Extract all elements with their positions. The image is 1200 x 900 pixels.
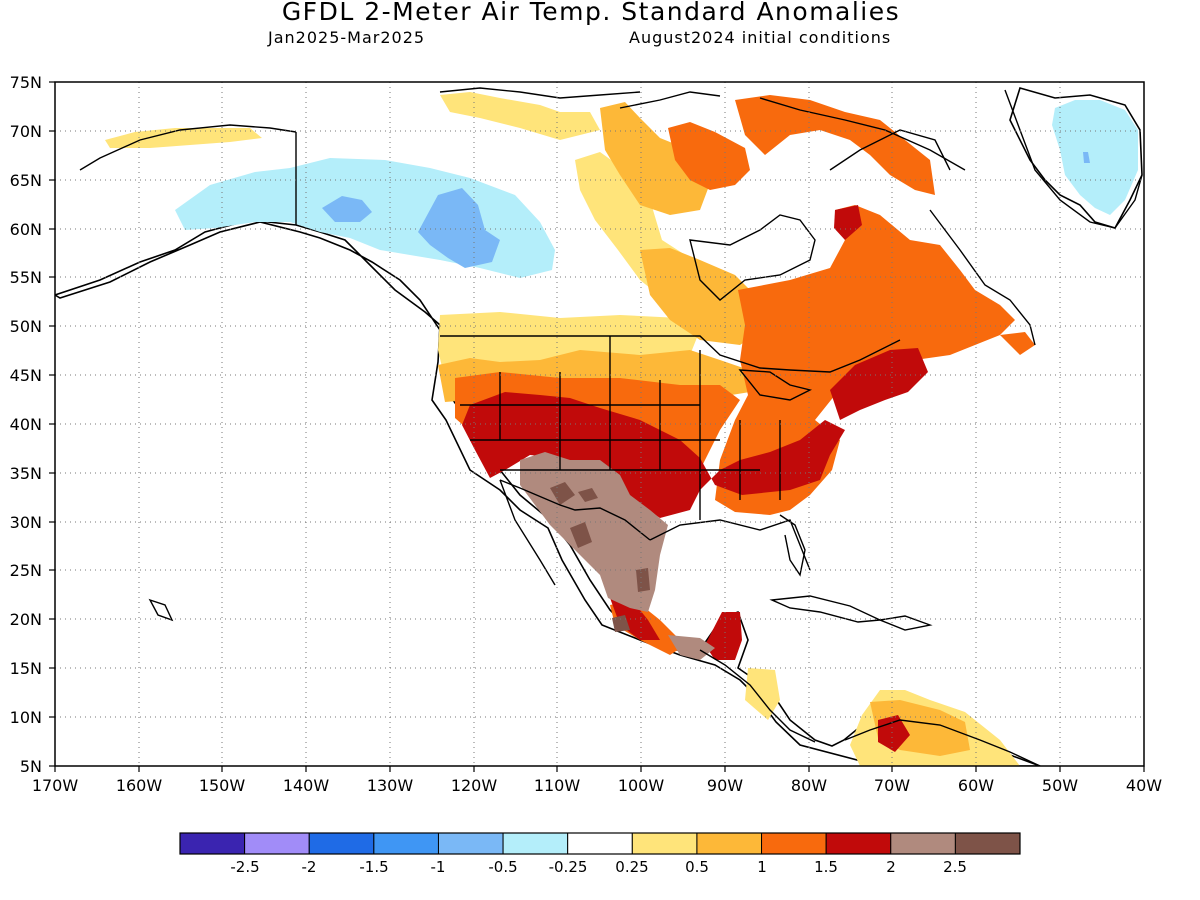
- arctic-islands-1: [439, 87, 641, 99]
- lon-label: 110W: [534, 776, 581, 795]
- legend-label: -2: [302, 858, 317, 876]
- legend-swatch: [308, 832, 375, 855]
- lon-label: 50W: [1042, 776, 1078, 795]
- lon-labels: 170W 160W 150W 140W 130W 120W 110W 100W …: [32, 776, 1162, 795]
- legend-label: 1: [757, 858, 767, 876]
- florida: [779, 514, 806, 577]
- legend-label: -1: [431, 858, 446, 876]
- lon-label: 140W: [283, 776, 330, 795]
- hispaniola: [877, 615, 933, 631]
- greenland-coast: [1004, 89, 1143, 229]
- map-title: GFDL 2-Meter Air Temp. Standard Anomalie…: [281, 0, 901, 26]
- hawaii-1: [148, 598, 174, 622]
- legend-swatch: [631, 832, 698, 855]
- lon-label: 170W: [32, 776, 79, 795]
- cuba: [769, 595, 883, 623]
- legend-swatch: [890, 832, 956, 855]
- lat-label: 45N: [10, 366, 42, 385]
- lat-label: 5N: [20, 757, 42, 776]
- lat-label: 30N: [10, 513, 42, 532]
- legend-label: -2.5: [230, 858, 259, 876]
- lat-label: 40N: [10, 415, 42, 434]
- initial-conditions: August2024 initial conditions: [629, 28, 892, 47]
- us-states-grid: [460, 336, 781, 520]
- lat-label: 75N: [10, 73, 42, 92]
- lat-labels: 75N 70N 65N 60N 55N 50N 45N 40N 35N 30N …: [10, 73, 42, 776]
- us-canada-border: [440, 335, 901, 373]
- boundaries-layer: [79, 87, 1143, 766]
- arctic-islands-3: [759, 97, 966, 171]
- legend-colorbar: [179, 832, 1021, 855]
- lat-label: 25N: [10, 561, 42, 580]
- warm-anomaly-layer: [105, 92, 1035, 766]
- gulf-coast: [649, 519, 811, 571]
- legend-label: 2: [886, 858, 896, 876]
- map-canvas: [55, 82, 1144, 766]
- arctic-islands-2: [619, 91, 721, 109]
- lon-label: 150W: [199, 776, 246, 795]
- lon-label: 120W: [451, 776, 498, 795]
- lat-label: 50N: [10, 317, 42, 336]
- baffin-bay: [829, 129, 951, 171]
- legend-label: 0.5: [685, 858, 709, 876]
- legend-swatch: [437, 832, 504, 855]
- cold-anomaly-layer: [175, 100, 1138, 278]
- hudson-bay-coast: [689, 214, 816, 301]
- legend-swatch: [696, 832, 763, 855]
- legend-frame: [179, 832, 1021, 855]
- legend-swatch: [373, 832, 439, 855]
- labrador: [929, 209, 1036, 346]
- lat-label: 55N: [10, 268, 42, 287]
- lat-label: 15N: [10, 659, 42, 678]
- legend-labels: -2.5 -2 -1.5 -1 -0.5 -0.25 0.25 0.5 1 1.…: [230, 858, 967, 876]
- legend-label: 2.5: [943, 858, 967, 876]
- legend-swatch: [954, 832, 1021, 855]
- lat-label: 70N: [10, 122, 42, 141]
- legend-label: -0.25: [549, 858, 588, 876]
- lat-label: 20N: [10, 610, 42, 629]
- alaska-north-coast: [79, 124, 297, 171]
- legend-swatch: [567, 832, 633, 855]
- lon-label: 60W: [958, 776, 994, 795]
- lat-label: 65N: [10, 171, 42, 190]
- graticule: [55, 82, 1144, 766]
- legend-swatch: [502, 832, 569, 855]
- lon-label: 160W: [116, 776, 163, 795]
- legend-label: -0.5: [488, 858, 517, 876]
- legend-swatch: [244, 832, 310, 855]
- lon-label: 70W: [874, 776, 910, 795]
- legend-label: 0.25: [615, 858, 648, 876]
- lon-label: 40W: [1126, 776, 1162, 795]
- great-lakes: [738, 369, 813, 401]
- legend-label: -1.5: [359, 858, 388, 876]
- tick-marks: [49, 81, 1145, 772]
- us-mexico-border: [499, 479, 651, 541]
- legend-swatch: [179, 832, 246, 855]
- south-america-coast: [844, 719, 1041, 766]
- lat-label: 10N: [10, 708, 42, 727]
- lon-label: 80W: [791, 776, 827, 795]
- lon-label: 100W: [618, 776, 665, 795]
- lat-label: 35N: [10, 464, 42, 483]
- baja-coast: [499, 479, 556, 586]
- lat-label: 60N: [10, 220, 42, 239]
- lon-label: 130W: [367, 776, 414, 795]
- legend-swatch: [761, 832, 827, 855]
- forecast-period: Jan2025-Mar2025: [268, 28, 426, 47]
- legend-label: 1.5: [814, 858, 838, 876]
- central-america: [699, 649, 816, 743]
- legend-swatch: [825, 832, 892, 855]
- lon-label: 90W: [707, 776, 743, 795]
